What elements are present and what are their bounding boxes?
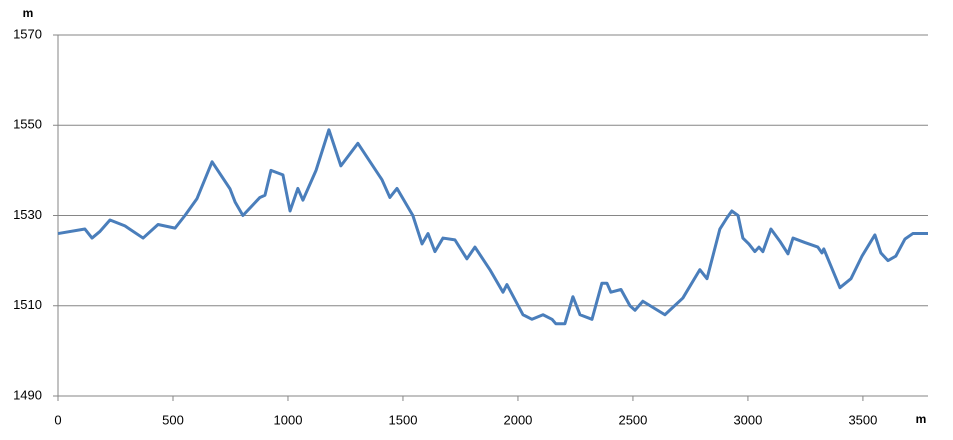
x-tick-label: 3000 bbox=[733, 412, 762, 427]
x-tick-label: 2000 bbox=[503, 412, 532, 427]
y-axis-label: m bbox=[23, 6, 34, 20]
x-tick-label: 1000 bbox=[274, 412, 303, 427]
x-tick-label: 3500 bbox=[848, 412, 877, 427]
x-tick-label: 500 bbox=[162, 412, 184, 427]
y-tick-label: 1550 bbox=[13, 117, 42, 132]
x-tick-label: 2500 bbox=[618, 412, 647, 427]
y-tick-label: 1570 bbox=[13, 26, 42, 41]
x-tick-label: 1500 bbox=[389, 412, 418, 427]
y-tick-label: 1490 bbox=[13, 387, 42, 402]
x-tick-label: 0 bbox=[54, 412, 61, 427]
y-tick-label: 1510 bbox=[13, 297, 42, 312]
y-tick-label: 1530 bbox=[13, 207, 42, 222]
x-axis-label: m bbox=[916, 412, 927, 426]
line-series bbox=[57, 128, 928, 326]
